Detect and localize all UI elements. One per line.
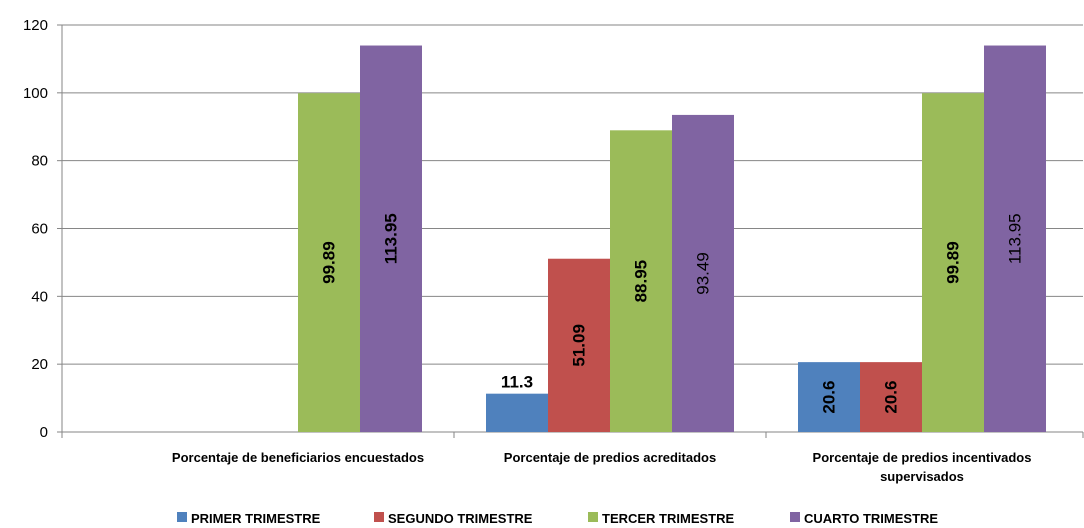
y-tick-label: 60 (31, 221, 48, 238)
data-label: 51.09 (570, 324, 589, 367)
bar (298, 93, 360, 432)
category-label: Porcentaje de predios incentivados (813, 450, 1032, 465)
data-label: 99.89 (944, 241, 963, 284)
data-label: 113.95 (382, 213, 401, 264)
bar (860, 362, 922, 432)
category-label: Porcentaje de predios acreditados (504, 450, 716, 465)
data-label: 88.95 (632, 260, 651, 303)
bar (486, 393, 548, 432)
bar (922, 93, 984, 432)
legend-swatch (177, 512, 187, 522)
bar (610, 130, 672, 432)
y-tick-label: 0 (40, 424, 48, 441)
bar (798, 362, 860, 432)
y-tick-label: 80 (31, 153, 48, 170)
data-label: 11.3 (501, 373, 533, 392)
data-label: 99.89 (320, 241, 339, 284)
legend-swatch (588, 512, 598, 522)
bar (360, 45, 422, 432)
legend-swatch (374, 512, 384, 522)
category-label: Porcentaje de beneficiarios encuestados (172, 450, 424, 465)
y-tick-label: 120 (23, 17, 48, 34)
bar (548, 258, 610, 432)
legend-label: TERCER TRIMESTRE (602, 511, 735, 526)
legend-label: CUARTO TRIMESTRE (804, 511, 938, 526)
data-label: 20.6 (820, 381, 839, 414)
data-label: 93.49 (694, 252, 713, 295)
y-tick-label: 20 (31, 356, 48, 373)
category-label: supervisados (880, 469, 964, 484)
data-label: 113.95 (1006, 213, 1025, 264)
bar (672, 114, 734, 432)
data-label: 20.6 (882, 381, 901, 414)
y-tick-label: 40 (31, 288, 48, 305)
y-tick-label: 100 (23, 85, 48, 102)
bar (984, 45, 1046, 432)
legend-label: PRIMER TRIMESTRE (191, 511, 321, 526)
legend-swatch (790, 512, 800, 522)
legend-label: SEGUNDO TRIMESTRE (388, 511, 533, 526)
